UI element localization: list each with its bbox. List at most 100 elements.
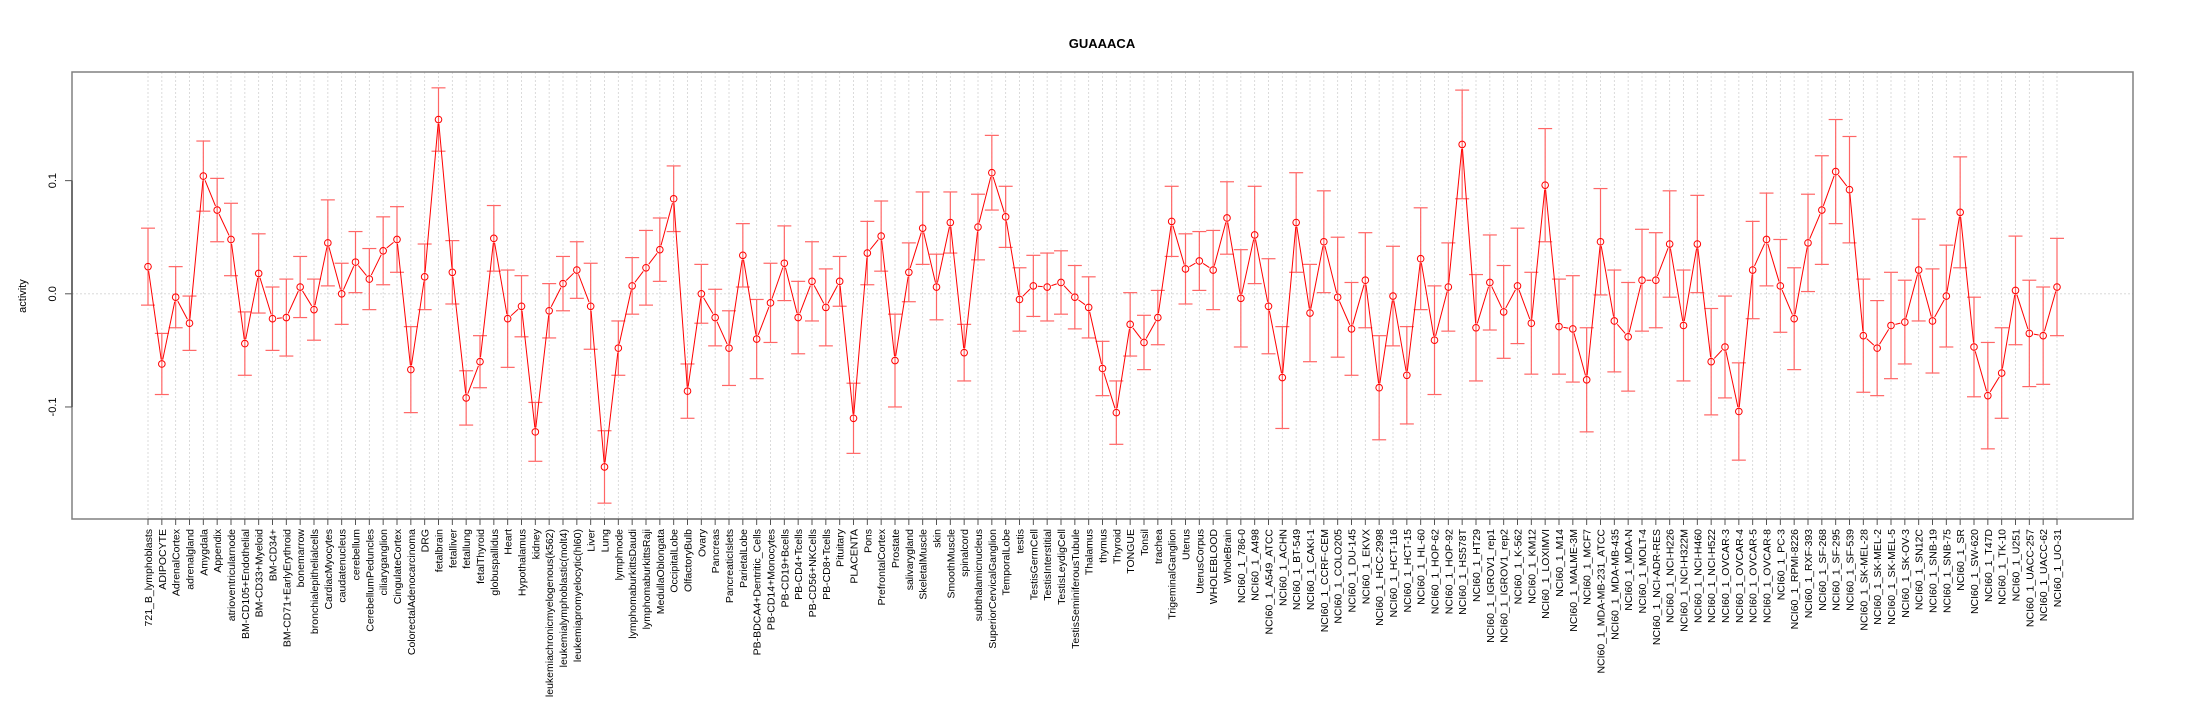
x-tick-label: Prostate <box>890 529 902 568</box>
line-segment <box>245 277 259 340</box>
data-point <box>1015 295 1024 304</box>
data-point <box>1887 321 1895 330</box>
line-segment <box>1063 285 1073 295</box>
line-segment <box>618 290 632 344</box>
error-bar <box>901 242 916 303</box>
error-bar <box>473 335 487 389</box>
x-tick-label: NCI60_1_HOP-92 <box>1443 529 1455 614</box>
x-tick-label: NCI60_1_NCI-H226 <box>1665 529 1677 623</box>
error-bar <box>1718 295 1732 399</box>
data-point <box>1140 338 1148 347</box>
error-bar <box>1220 181 1234 255</box>
x-tick-label: Hypothalamus <box>517 529 529 596</box>
data-point <box>1430 336 1439 345</box>
x-tick-label: ParietalLobe <box>738 529 750 588</box>
y-axis: -0.1 0.0 0.1 <box>47 173 73 416</box>
x-tick-label: NCI60_1_KM12 <box>1526 529 1538 604</box>
line-segment <box>1189 262 1196 268</box>
data-point <box>1472 323 1480 332</box>
error-bar <box>680 363 695 419</box>
error-bar <box>1870 299 1885 397</box>
data-point <box>711 313 719 322</box>
series-line <box>148 123 2057 463</box>
error-bar <box>818 268 833 347</box>
x-tick-label: TONGUE <box>1125 529 1137 574</box>
line-segment <box>452 276 467 394</box>
line-segment <box>148 271 162 360</box>
x-tick-label: Amygdala <box>198 529 210 576</box>
line-segment <box>302 290 313 307</box>
data-point <box>282 313 291 322</box>
error-bar <box>1953 156 1968 269</box>
line-segment <box>438 123 453 268</box>
x-tick-label: NCI60_1_M14 <box>1554 529 1566 597</box>
error-bar <box>334 262 349 325</box>
data-point <box>822 303 830 312</box>
x-tick-label: TestisLeydigCell <box>1056 529 1068 605</box>
error-bar <box>1054 250 1068 315</box>
x-tick-label: NCI60_1_MDA-MB-435 <box>1609 529 1621 640</box>
x-tick-label: NCI60_1_SK-OV-3 <box>1900 529 1912 618</box>
data-point <box>946 218 955 227</box>
line-segment <box>964 231 979 349</box>
error-bar <box>708 288 723 347</box>
error-bar <box>1344 281 1359 376</box>
x-tick-label: NCI60_1_UO-31 <box>2052 529 2064 607</box>
data-point <box>254 269 263 278</box>
line-segment <box>1725 351 1739 408</box>
line-segment <box>1365 284 1380 384</box>
line-segment <box>1393 300 1407 371</box>
data-point <box>531 428 540 436</box>
error-bar <box>957 323 972 382</box>
data-point <box>2011 286 2020 295</box>
data-point <box>780 259 789 268</box>
error-bar <box>1621 281 1636 392</box>
line-segment <box>757 306 770 336</box>
error-bar <box>1026 254 1041 318</box>
x-tick-label: NCI60_1_SK-MEL-28 <box>1858 529 1870 631</box>
line-segment <box>204 180 216 207</box>
x-tick-label: PancreaticIslets <box>724 529 736 603</box>
line-segment <box>1202 263 1210 268</box>
x-tick-label: 721_B_lymphoblasts <box>143 529 155 626</box>
error-bar <box>542 283 557 339</box>
error-bar <box>929 253 944 321</box>
x-tick-label: BM-CD71+EarlyErythroid <box>281 529 293 647</box>
line-segment <box>1809 214 1821 239</box>
x-tick-label: NCI60_1_OVCAR-3 <box>1720 529 1732 623</box>
data-point <box>296 283 304 291</box>
data-point <box>586 302 595 311</box>
data-point <box>1748 266 1757 274</box>
x-tick-label: NCI60_1_DU-145 <box>1347 529 1359 613</box>
x-tick-label: NCI60_1_RPMI-8226 <box>1789 529 1801 630</box>
data-point <box>974 223 982 231</box>
data-point <box>1721 343 1729 351</box>
line-segment <box>386 241 394 249</box>
line-segment <box>328 247 341 290</box>
data-point <box>891 356 899 365</box>
data-point <box>1513 282 1522 290</box>
data-point <box>600 463 609 471</box>
line-segment <box>839 285 854 414</box>
data-point <box>476 357 484 366</box>
x-tick-label: PB-CD8+Tcells <box>821 529 833 600</box>
error-bar <box>984 134 999 211</box>
error-bar <box>971 193 985 261</box>
data-point <box>1278 373 1287 382</box>
error-bar <box>1247 185 1262 285</box>
data-point <box>1735 407 1743 416</box>
x-tick-label: Uterus <box>1181 529 1193 560</box>
x-tick-label: Pancreas <box>710 529 722 573</box>
data-point <box>185 319 194 328</box>
x-tick-label: Appendix <box>212 528 224 573</box>
error-bar <box>2022 279 2037 388</box>
data-point <box>1693 240 1702 248</box>
error-bar <box>1137 314 1151 371</box>
data-point <box>1458 140 1466 149</box>
error-bar <box>1358 232 1373 329</box>
error-bar <box>846 382 861 454</box>
error-bar <box>943 191 958 254</box>
x-tick-label: BM-CD34+ <box>268 529 280 581</box>
data-point <box>420 273 429 281</box>
